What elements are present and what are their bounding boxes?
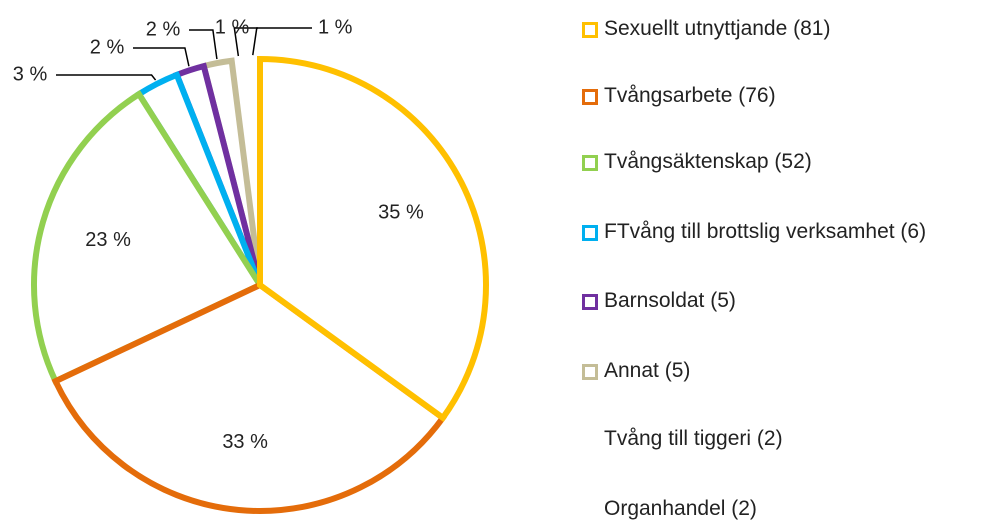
legend-item: Barnsoldat (5) bbox=[582, 286, 977, 316]
legend-label: Tvångsarbete (76) bbox=[604, 84, 776, 107]
legend-swatch bbox=[582, 432, 598, 448]
legend-label: Sexuellt utnyttjande (81) bbox=[604, 17, 831, 40]
legend-item: Annat (5) bbox=[582, 356, 977, 386]
legend-label: Barnsoldat (5) bbox=[604, 289, 736, 312]
legend-label: Tvångsäktenskap (52) bbox=[604, 150, 812, 173]
legend-swatch bbox=[582, 294, 598, 310]
data-label: 2 % bbox=[146, 18, 181, 40]
legend-label: FTvång till brottslig verksamhet (6) bbox=[604, 220, 927, 243]
legend-swatch bbox=[582, 22, 598, 38]
legend-swatch bbox=[582, 89, 598, 105]
legend-item: Sexuellt utnyttjande (81) bbox=[582, 14, 977, 44]
legend-swatch bbox=[582, 155, 598, 171]
data-label: 23 % bbox=[85, 229, 131, 251]
legend-label: Annat (5) bbox=[604, 359, 691, 382]
leader-line bbox=[133, 47, 190, 67]
legend-label: Organhandel (2) bbox=[604, 497, 757, 520]
pie-slice bbox=[51, 281, 448, 514]
leader-line bbox=[252, 27, 312, 56]
legend-item: Tvångsäktenskap (52) bbox=[582, 147, 977, 177]
legend-item: Tvång till tiggeri (2) bbox=[582, 424, 977, 454]
legend-swatch bbox=[582, 225, 598, 241]
legend-label: Tvång till tiggeri (2) bbox=[604, 427, 783, 450]
leader-line bbox=[56, 74, 157, 81]
data-label: 1 % bbox=[318, 16, 353, 38]
legend-swatch bbox=[582, 502, 598, 518]
legend-item: Organhandel (2) bbox=[582, 494, 977, 524]
legend-item: FTvång till brottslig verksamhet (6) bbox=[582, 217, 977, 247]
data-label: 3 % bbox=[13, 63, 48, 85]
leader-line bbox=[189, 29, 218, 60]
data-label: 33 % bbox=[222, 431, 268, 453]
data-label: 1 % bbox=[215, 16, 250, 38]
data-label: 35 % bbox=[378, 201, 424, 223]
pie-slice bbox=[257, 55, 489, 423]
legend-item: Tvångsarbete (76) bbox=[582, 81, 977, 111]
data-label: 2 % bbox=[90, 36, 125, 58]
leader-line bbox=[233, 27, 258, 57]
legend-swatch bbox=[582, 364, 598, 380]
